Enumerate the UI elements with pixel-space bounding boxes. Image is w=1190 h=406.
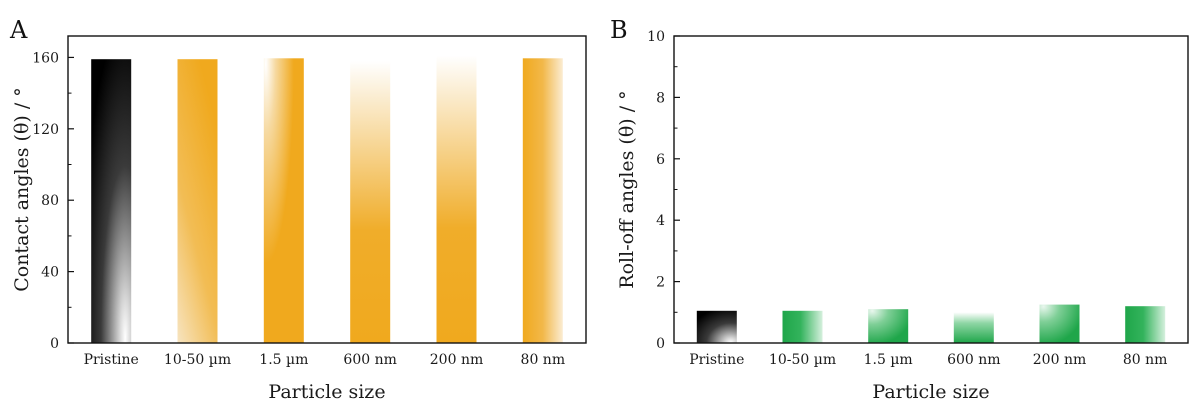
y-tick-label-a-3: 120 — [32, 122, 59, 138]
bar-b-5 — [1039, 304, 1080, 343]
y-tick-label-b-2: 4 — [656, 213, 665, 229]
y-tick-label-b-1: 2 — [656, 275, 665, 291]
panel-a-letter: A — [9, 16, 28, 44]
x-tick-label-b-2: 10-50 µm — [769, 352, 836, 368]
panel-a: 0 40 80 120 160 Pristine 10-50 µm 1.5 µm 600 nm 2… — [11, 35, 587, 403]
bar-b-4 — [953, 312, 994, 343]
x-tick-label-b-1: Pristine — [689, 352, 744, 368]
bar-a-4 — [350, 61, 391, 343]
y-tick-label-a-2: 80 — [41, 193, 59, 209]
y-tick-label-b-3: 6 — [656, 152, 665, 168]
bar-a-6 — [522, 58, 563, 344]
panel-b-letter: B — [610, 16, 628, 44]
x-tick-label-a-4: 600 nm — [343, 352, 396, 368]
x-tick-label-b-5: 200 nm — [1033, 352, 1086, 368]
y-tick-label-b-0: 0 — [656, 336, 665, 352]
y-tick-label-b-5: 10 — [647, 29, 665, 45]
y-tick-label-a-4: 160 — [32, 50, 59, 66]
y-tick-label-b-4: 8 — [656, 90, 665, 106]
x-tick-label-b-6: 80 nm — [1123, 352, 1168, 368]
bar-b-3 — [868, 309, 909, 343]
x-tick-label-b-3: 1.5 µm — [864, 352, 913, 368]
bar-a-3 — [263, 58, 304, 344]
y-axis-title-b: Roll-off angles (θ) / ° — [616, 90, 638, 288]
bar-a-2 — [177, 59, 218, 343]
y-tick-label-a-1: 40 — [41, 265, 59, 281]
x-tick-label-b-4: 600 nm — [947, 352, 1000, 368]
plot-frame-a — [67, 35, 587, 344]
x-tick-label-a-3: 1.5 µm — [259, 352, 308, 368]
x-axis-title-b: Particle size — [872, 381, 989, 403]
x-tick-label-a-2: 10-50 µm — [164, 352, 231, 368]
bar-b-6 — [1125, 306, 1166, 343]
panel-b: 0 2 4 6 8 10 Pristine 10-50 µm 1.5 µm 600 nm 200 n… — [616, 29, 1189, 403]
plot-frame-b — [673, 35, 1189, 344]
x-tick-label-a-5: 200 nm — [430, 352, 483, 368]
x-axis-title-a: Particle size — [268, 381, 385, 403]
bar-b-1 — [696, 310, 737, 343]
bar-a-1 — [91, 59, 132, 343]
y-axis-title-a: Contact angles (θ) / ° — [11, 87, 33, 292]
y-tick-label-a-0: 0 — [50, 336, 59, 352]
bar-b-2 — [782, 310, 823, 343]
bar-a-5 — [436, 55, 477, 343]
x-tick-label-a-1: Pristine — [84, 352, 139, 368]
x-tick-label-a-6: 80 nm — [521, 352, 566, 368]
